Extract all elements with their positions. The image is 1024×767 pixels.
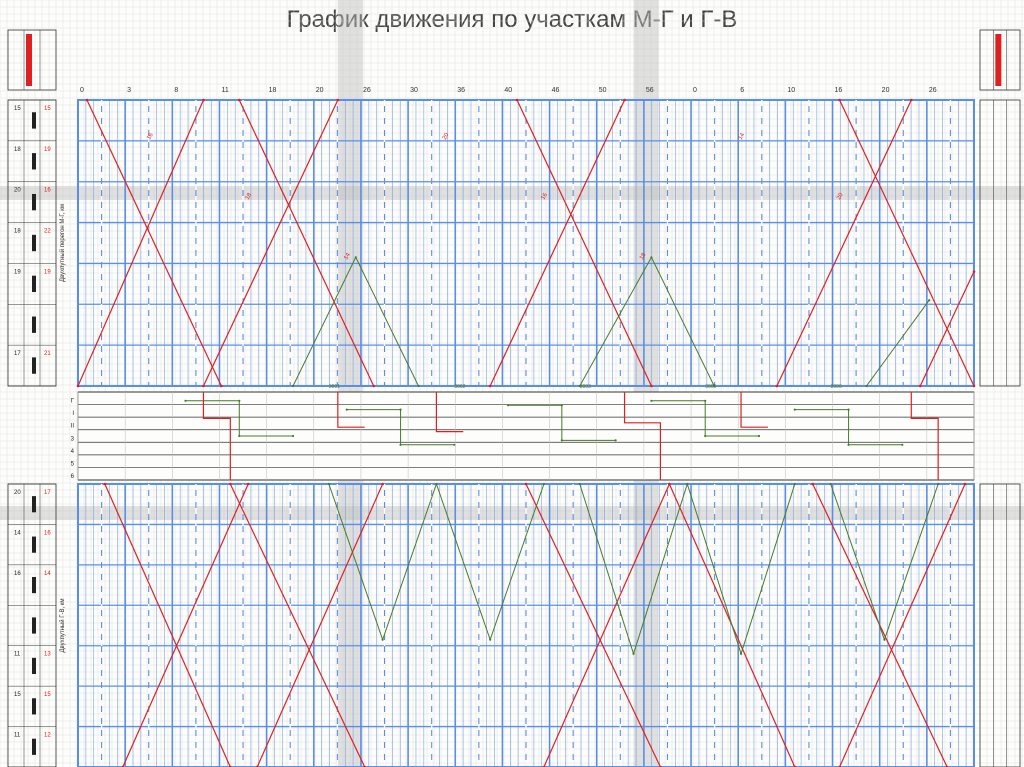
svg-text:56: 56: [646, 87, 654, 94]
svg-text:11: 11: [221, 87, 228, 94]
svg-text:19: 19: [14, 269, 21, 275]
svg-text:0: 0: [80, 87, 84, 94]
svg-text:19: 19: [44, 269, 51, 275]
svg-text:14: 14: [14, 530, 21, 536]
svg-text:3: 3: [71, 436, 75, 442]
svg-text:16: 16: [14, 571, 21, 577]
svg-text:13: 13: [44, 652, 51, 658]
dark-vbar: [338, 0, 363, 767]
background-fine-grid: [0, 0, 1024, 767]
train-line: [840, 484, 965, 767]
svg-text:3001: 3001: [329, 384, 340, 390]
svg-text:15: 15: [44, 692, 51, 698]
svg-text:40: 40: [504, 87, 512, 94]
svg-text:36: 36: [457, 87, 465, 94]
svg-text:3: 3: [127, 87, 131, 94]
svg-text:18: 18: [14, 229, 21, 235]
svg-text:20: 20: [14, 490, 21, 496]
svg-text:19: 19: [44, 147, 51, 153]
svg-text:15: 15: [14, 692, 21, 698]
svg-text:14: 14: [44, 571, 51, 577]
train-schedule-chart: 15 15 18 19 20 16 18 22 19 19 17 21 20 17 14 16 16 14 11 13…: [0, 0, 1024, 767]
svg-text:50: 50: [599, 87, 607, 94]
svg-text:21: 21: [44, 351, 51, 357]
svg-text:12: 12: [44, 733, 51, 739]
svg-text:17: 17: [14, 351, 21, 357]
svg-text:22: 22: [44, 229, 51, 235]
svg-text:26: 26: [929, 87, 937, 94]
svg-text:4: 4: [71, 449, 75, 455]
svg-text:5: 5: [71, 461, 75, 467]
svg-text:46: 46: [552, 87, 560, 94]
dark-hbar: [0, 506, 1024, 520]
train-line: [123, 484, 248, 767]
svg-text:16: 16: [835, 87, 843, 94]
svg-text:17: 17: [44, 490, 51, 496]
svg-text:10: 10: [787, 87, 795, 94]
svg-text:18: 18: [269, 87, 277, 94]
svg-text:I: I: [72, 411, 74, 417]
svg-text:11: 11: [14, 733, 21, 739]
svg-text:26: 26: [363, 87, 371, 94]
dark-vbar: [634, 0, 659, 767]
svg-text:8: 8: [174, 87, 178, 94]
svg-text:20: 20: [14, 188, 21, 194]
svg-text:3002: 3002: [454, 384, 465, 390]
svg-text:II: II: [71, 424, 75, 430]
svg-text:Двухпутный перегон М-Г, км: Двухпутный перегон М-Г, км: [59, 204, 66, 282]
svg-text:0: 0: [693, 87, 697, 94]
svg-text:6: 6: [71, 474, 75, 480]
svg-text:3003: 3003: [580, 384, 591, 390]
svg-text:15: 15: [44, 106, 51, 112]
svg-text:18: 18: [14, 147, 21, 153]
svg-text:6: 6: [740, 87, 744, 94]
svg-text:11: 11: [14, 652, 21, 658]
svg-text:20: 20: [882, 87, 890, 94]
svg-text:Г: Г: [71, 399, 75, 405]
svg-text:16: 16: [44, 188, 51, 194]
svg-text:15: 15: [14, 106, 21, 112]
svg-text:30: 30: [410, 87, 418, 94]
svg-text:16: 16: [44, 530, 51, 536]
svg-text:3006: 3006: [831, 384, 842, 390]
svg-text:20: 20: [316, 87, 324, 94]
svg-text:Двухпутный Г-В, км: Двухпутный Г-В, км: [59, 598, 66, 652]
svg-text:3005: 3005: [705, 384, 716, 390]
